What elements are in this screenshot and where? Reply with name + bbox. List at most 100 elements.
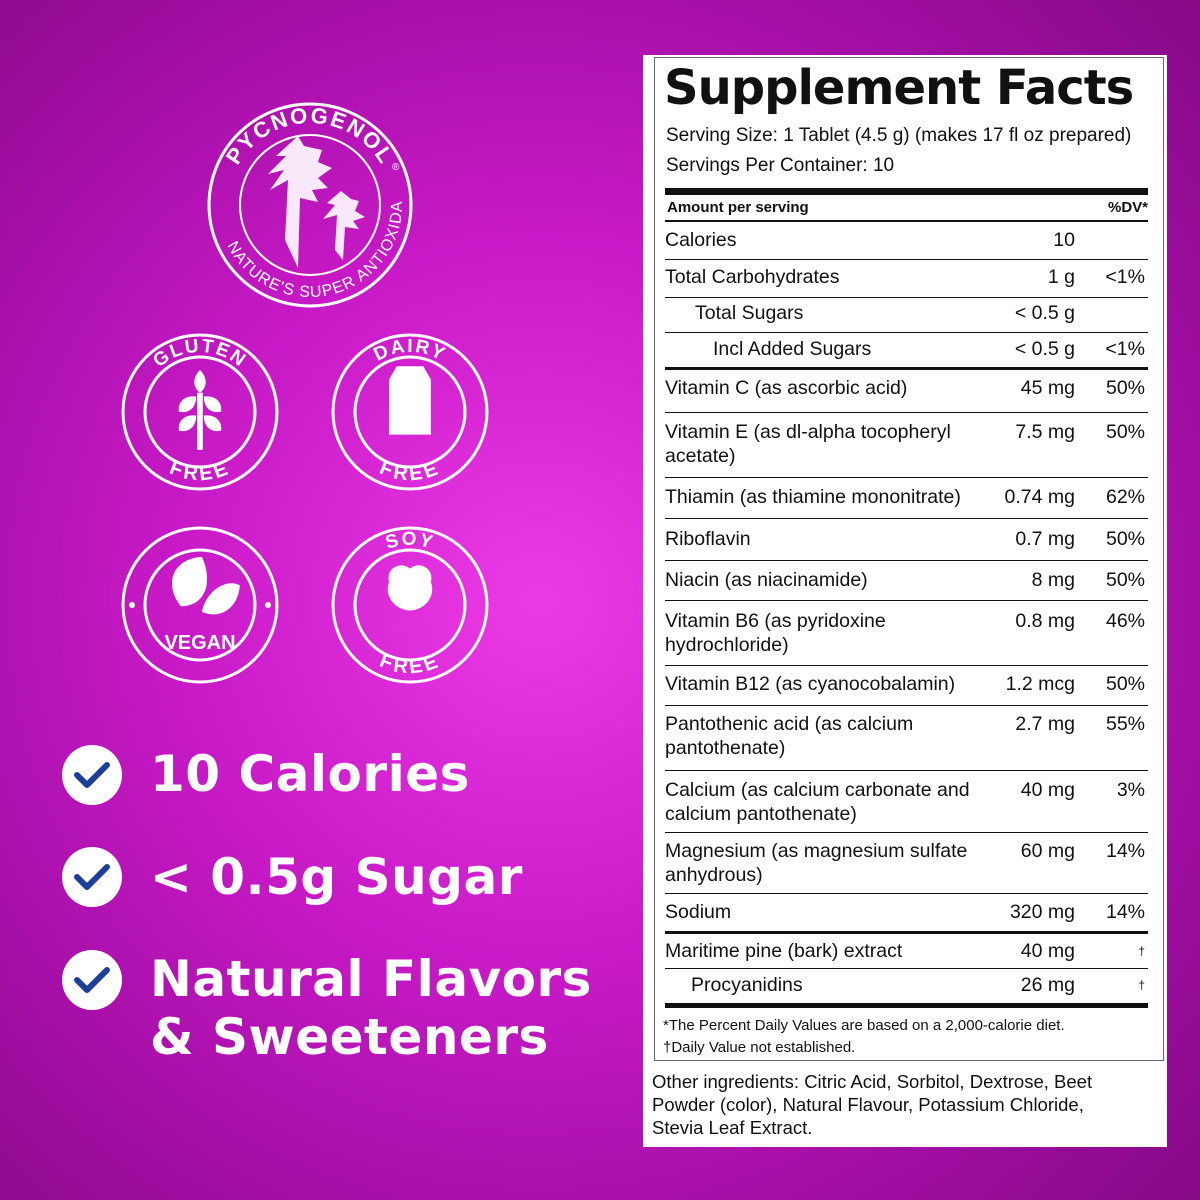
- rule: [665, 477, 1148, 478]
- nutrient-name: Vitamin B12 (as cyanocobalamin): [665, 673, 956, 695]
- nutrient-amount: < 0.5 g: [1014, 338, 1075, 360]
- svg-text:NATURE'S SUPER ANTIOXIDANT: NATURE'S SUPER ANTIOXIDANT: [0, 0, 406, 301]
- nutrient-dv: <1%: [1105, 266, 1145, 288]
- dot: [129, 602, 135, 608]
- nutrient-name: Maritime pine (bark) extract: [665, 940, 903, 962]
- rule: [665, 665, 1148, 666]
- nutrient-dv: †: [1138, 978, 1145, 992]
- check-circle: [62, 847, 122, 907]
- nutrient-amount: 0.8 mg: [1015, 610, 1075, 632]
- badge-inner: [143, 548, 257, 662]
- rule: [665, 332, 1148, 333]
- rule: [665, 600, 1148, 601]
- badge-bottom: FREE: [377, 650, 441, 679]
- diet-badge: SOY FREE: [331, 526, 489, 684]
- badge-top: SOY: [383, 529, 434, 554]
- badge-ring: [331, 526, 489, 684]
- nutrient-name: Incl Added Sugars: [713, 338, 872, 360]
- badge-inner: [353, 355, 467, 469]
- dot: [265, 602, 271, 608]
- badge-bottom: FREE: [377, 457, 441, 486]
- badge-icon: [172, 556, 240, 615]
- badge-tagline: NATURE'S SUPER ANTIOXIDANT: [0, 0, 405, 301]
- nutrient-name: Total Carbohydrates: [665, 266, 840, 288]
- nutrient-amount: 320 mg: [1009, 901, 1075, 923]
- rule: [665, 412, 1148, 413]
- nutrient-name: Sodium: [665, 901, 732, 923]
- diet-badge: GLUTEN FREE: [121, 333, 279, 491]
- nutrient-name: Magnesium (as magnesium sulfate anhydrou…: [665, 840, 968, 886]
- rule: [665, 832, 1148, 833]
- rule: [665, 560, 1148, 561]
- pycnogenol-badge: PYCNOGENOL ® NATURE'S SUPER ANTIOXIDANT: [0, 0, 413, 308]
- badge-text: FREE: [167, 457, 234, 486]
- nutrient-dv: <1%: [1105, 338, 1145, 360]
- rule: [665, 297, 1148, 298]
- nutrient-amount: 2.7 mg: [1015, 713, 1075, 735]
- nutrient-dv: 50%: [1105, 528, 1145, 550]
- nutrient-dv: 3%: [1116, 779, 1145, 801]
- nutrient-name: Vitamin E (as dl-alpha tocopheryl acetat…: [665, 421, 951, 467]
- nutrient-name: Total Sugars: [695, 302, 804, 324]
- badge-text: SOY: [383, 529, 436, 554]
- rule: [665, 1003, 1148, 1008]
- nutrient-dv: 55%: [1105, 713, 1145, 735]
- rule: [665, 518, 1148, 519]
- checks: [62, 745, 122, 1010]
- rule: [665, 770, 1148, 771]
- badge-text: GLUTEN: [149, 336, 250, 372]
- nutrient-amount: 45 mg: [1020, 377, 1075, 399]
- nutrient-dv: 46%: [1105, 610, 1145, 632]
- nutrient-name: Vitamin B6 (as pyridoxine hydrochloride): [665, 610, 886, 656]
- badge-icon: [387, 565, 433, 611]
- badge-inner: [143, 355, 257, 469]
- nutrient-name: Calories: [665, 229, 737, 251]
- facts-box: [654, 57, 1164, 1061]
- nutrient-amount: < 0.5 g: [1014, 302, 1075, 324]
- badge-text: FREE: [377, 457, 444, 486]
- nutrient-dv: 14%: [1105, 840, 1145, 862]
- nutrient-dv: †: [1138, 944, 1145, 958]
- rule: [665, 968, 1148, 969]
- check-circle: [62, 950, 122, 1010]
- nutrient-amount: 10: [1053, 229, 1075, 251]
- facts-panel: [643, 55, 1167, 1147]
- nutrient-dv: 62%: [1105, 486, 1145, 508]
- nutrient-name: Calcium (as calcium carbonate and calciu…: [665, 779, 970, 825]
- nutrient-amount: 0.7 mg: [1015, 528, 1075, 550]
- badge-icon: [389, 366, 431, 435]
- footnote: †Daily Value not established.: [663, 1039, 856, 1056]
- nutrient-amount: 8 mg: [1031, 569, 1075, 591]
- claim: < 0.5g Sugar: [150, 848, 523, 906]
- nutrient-name: Procyanidins: [691, 974, 803, 996]
- claim: & Sweeteners: [150, 1008, 549, 1066]
- badge-ring: [121, 333, 279, 491]
- nutrient-dv: 50%: [1105, 569, 1145, 591]
- nutrient-amount: 26 mg: [1020, 974, 1075, 996]
- badge-ring: [331, 333, 489, 491]
- badge-label: VEGAN: [164, 632, 235, 654]
- nutrient-amount: 7.5 mg: [1015, 421, 1075, 443]
- claim: Natural Flavors: [150, 950, 592, 1008]
- nutrient-amount: 0.74 mg: [1004, 486, 1075, 508]
- nutrient-dv: 50%: [1105, 377, 1145, 399]
- servings-per-container: Servings Per Container: 10: [666, 155, 895, 176]
- badge-text: FREE: [377, 650, 444, 679]
- rule: [665, 931, 1148, 934]
- rule: [665, 367, 1148, 370]
- rule: [665, 220, 1148, 222]
- nutrient-amount: 40 mg: [1020, 779, 1075, 801]
- facts-title: Supplement Facts: [664, 60, 1134, 116]
- badge-inner: [353, 548, 467, 662]
- badge-top: GLUTEN: [149, 336, 248, 372]
- nutrient-dv: 50%: [1105, 421, 1145, 443]
- check-mark: [74, 762, 110, 788]
- rule: [665, 705, 1148, 706]
- diet-badge: VEGAN: [121, 526, 279, 684]
- nutrient-amount: 60 mg: [1020, 840, 1075, 862]
- registered-mark: ®: [392, 162, 400, 173]
- nutrient-amount: 1.2 mcg: [1005, 673, 1075, 695]
